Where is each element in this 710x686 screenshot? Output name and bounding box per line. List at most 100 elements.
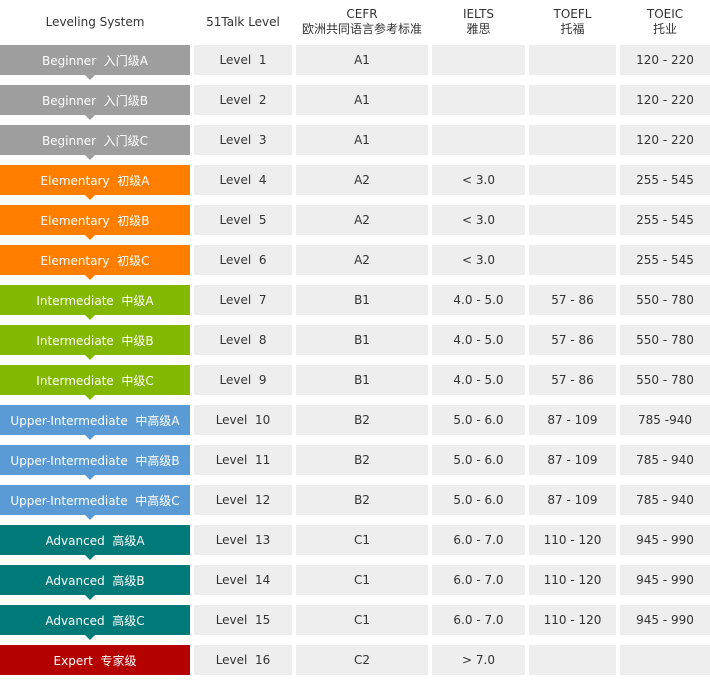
header-cefr: CEFR 欧洲共同语言参考标准 [296,0,428,44]
leveling-system-label: Elementary 初级A [40,173,150,188]
level-cell: Level 6 [194,245,292,275]
level-cell-value: Level 7 [219,293,267,307]
cefr-cell-value: A1 [354,53,370,67]
down-arrow-icon [85,555,95,560]
toeic-cell-value: 785 - 940 [636,493,694,507]
cefr-cell-value: C2 [353,653,370,667]
toeic-cell-value: 945 - 990 [636,573,694,587]
ielts-cell: 6.0 - 7.0 [432,605,525,635]
ielts-cell [432,125,525,155]
ielts-cell [432,85,525,115]
level-cell: Level 3 [194,125,292,155]
ielts-cell: 4.0 - 5.0 [432,285,525,315]
leveling-system-cell: Elementary 初级A [0,165,190,200]
cefr-cell-value: B1 [354,373,370,387]
toefl-cell: 110 - 120 [529,525,616,555]
down-arrow-icon [85,395,95,400]
ielts-cell-value: < 3.0 [462,213,495,227]
leveling-system-label: Advanced 高级B [45,573,145,588]
table-row: Upper-Intermediate 中高级A Level 10 B2 5.0 - 6… [0,405,710,440]
level-cell-value: Level 6 [219,253,267,267]
header-ielts-cn-label: 雅思 [466,22,491,36]
leveling-system-label: Upper-Intermediate 中高级C [10,493,180,508]
level-cell: Level 2 [194,85,292,115]
ielts-cell: 5.0 - 6.0 [432,405,525,435]
ielts-cell-value: 5.0 - 6.0 [453,493,504,507]
cefr-cell: C1 [296,605,428,635]
cefr-cell-value: A1 [354,133,370,147]
toeic-cell-value: 785 -940 [638,413,692,427]
cefr-cell-value: B2 [354,453,370,467]
table-row: Advanced 高级A Level 13 C1 6.0 - 7.0 110 - 120… [0,525,710,560]
header-toefl: TOEFL 托福 [529,0,616,44]
down-arrow-icon [85,75,95,80]
toeic-cell: 120 - 220 [620,85,710,115]
ielts-cell-value: 6.0 - 7.0 [453,613,504,627]
leveling-system-cell: Advanced 高级A [0,525,190,560]
ielts-cell: 4.0 - 5.0 [432,365,525,395]
down-arrow-icon [85,155,95,160]
cefr-cell-value: C1 [353,573,370,587]
level-cell: Level 10 [194,405,292,435]
toefl-cell [529,85,616,115]
leveling-system-cell: Intermediate 中级A [0,285,190,320]
toeic-cell: 945 - 990 [620,565,710,595]
header-toefl-cn-label: 托福 [560,22,585,36]
ielts-cell-value: < 3.0 [462,173,495,187]
cefr-cell: B2 [296,445,428,475]
ielts-cell: 5.0 - 6.0 [432,485,525,515]
ielts-cell-value: 5.0 - 6.0 [453,453,504,467]
level-cell-value: Level 10 [215,413,271,427]
toeic-cell: 945 - 990 [620,525,710,555]
down-arrow-icon [85,315,95,320]
toefl-cell: 57 - 86 [529,365,616,395]
toefl-cell-value: 57 - 86 [551,373,594,387]
table-row: Advanced 高级C Level 15 C1 6.0 - 7.0 110 - 120… [0,605,710,640]
header-ielts: IELTS 雅思 [432,0,525,44]
cefr-cell: B2 [296,405,428,435]
toeic-cell-value: 120 - 220 [636,133,694,147]
ielts-cell-value: 4.0 - 5.0 [453,373,504,387]
down-arrow-icon [85,515,95,520]
level-cell-value: Level 15 [215,613,271,627]
level-cell-value: Level 13 [215,533,271,547]
header-ielts-label: IELTS [462,7,495,21]
down-arrow-icon [85,195,95,200]
toeic-cell: 550 - 780 [620,325,710,355]
header-51talk-level: 51Talk Level [194,0,292,44]
cefr-cell-value: B2 [354,493,370,507]
toefl-cell: 57 - 86 [529,325,616,355]
leveling-system-cell: Beginner 入门级A [0,45,190,80]
toeic-cell-value: 550 - 780 [636,293,694,307]
level-cell: Level 8 [194,325,292,355]
leveling-system-label: Intermediate 中级A [36,293,154,308]
leveling-system-label: Elementary 初级B [40,213,150,228]
table-row: Intermediate 中级C Level 9 B1 4.0 - 5.0 57 - 8… [0,365,710,400]
toeic-cell: 255 - 545 [620,165,710,195]
header-toefl-label: TOEFL [553,7,592,21]
header-cefr-label: CEFR [346,7,378,21]
level-cell: Level 12 [194,485,292,515]
level-cell-value: Level 9 [219,373,267,387]
ielts-cell-value: 4.0 - 5.0 [453,333,504,347]
level-cell: Level 5 [194,205,292,235]
leveling-system-label: Advanced 高级A [45,533,145,548]
header-toeic-label: TOEIC [646,7,684,21]
level-cell: Level 4 [194,165,292,195]
cefr-cell-value: B1 [354,293,370,307]
toeic-cell-value: 120 - 220 [636,53,694,67]
ielts-cell: 4.0 - 5.0 [432,325,525,355]
ielts-cell-value: 6.0 - 7.0 [453,573,504,587]
toeic-cell-value: 550 - 780 [636,333,694,347]
level-cell-value: Level 16 [215,653,271,667]
down-arrow-icon [85,595,95,600]
ielts-cell-value: 4.0 - 5.0 [453,293,504,307]
toeic-cell: 550 - 780 [620,285,710,315]
down-arrow-icon [85,115,95,120]
table-row: Advanced 高级B Level 14 C1 6.0 - 7.0 110 - 120… [0,565,710,600]
toefl-cell: 87 - 109 [529,405,616,435]
toefl-cell [529,125,616,155]
cefr-cell-value: A2 [354,213,370,227]
toeic-cell: 550 - 780 [620,365,710,395]
level-cell-value: Level 14 [215,573,271,587]
